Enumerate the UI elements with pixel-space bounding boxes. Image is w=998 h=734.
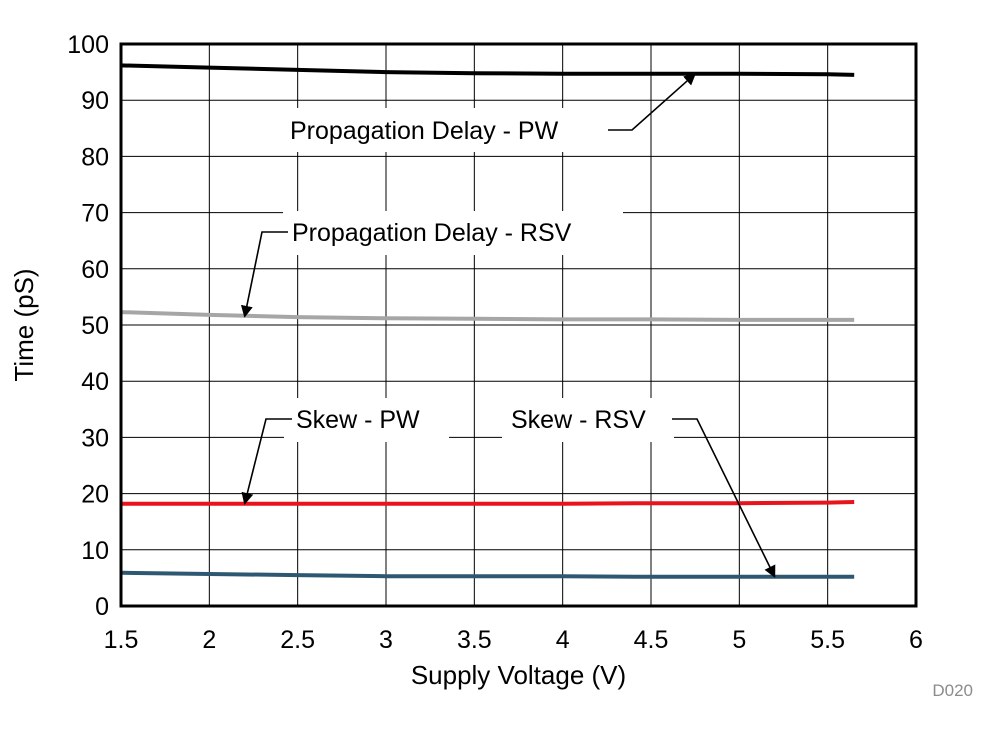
- y-tick-label: 60: [81, 256, 109, 284]
- series-line-skew-pw: [121, 500, 855, 506]
- annotation-background: [284, 398, 449, 442]
- x-tick-label: 5.5: [810, 626, 845, 654]
- y-axis-label: Time (pS): [9, 268, 39, 381]
- annotation-arrow: [672, 418, 776, 578]
- y-tick-label: 50: [81, 312, 109, 340]
- tick-labels: 1.5 2 2.5 3 3.5 4 4.5 5 5.5 601020304050607080901…: [67, 31, 923, 654]
- y-tick-label: 40: [81, 368, 109, 396]
- x-tick-label: 2.5: [280, 626, 315, 654]
- y-tick-label: 90: [81, 87, 109, 115]
- x-tick-label: 3.5: [457, 626, 492, 654]
- annotation-label: Skew - PW: [296, 406, 420, 434]
- plot-frame: [119, 42, 918, 608]
- annotations: Propagation Delay - PW Propagation Delay …: [240, 72, 776, 578]
- y-tick-label: 100: [67, 31, 109, 59]
- series-line-skew-rsv: [120, 570, 855, 579]
- x-tick-label: 1.5: [104, 626, 139, 654]
- series-line-propagation-delay-pw: [120, 63, 855, 77]
- y-tick-label: 30: [81, 424, 109, 452]
- x-tick-label: 3: [379, 626, 393, 654]
- annotation-arrow: [241, 418, 292, 505]
- annotation-label: Propagation Delay - RSV: [292, 219, 572, 247]
- x-tick-label: 4.5: [634, 626, 669, 654]
- annotation-label: Propagation Delay - PW: [290, 117, 559, 145]
- y-tick-label: 0: [95, 593, 109, 621]
- annotation-background: [282, 108, 607, 152]
- x-tick-label: 2: [202, 626, 216, 654]
- x-tick-label: 4: [556, 626, 570, 654]
- y-tick-label: 80: [81, 143, 109, 171]
- series-line-propagation-delay-rsv: [120, 310, 855, 322]
- x-axis-label: Supply Voltage (V): [411, 660, 626, 690]
- annotation-label: Skew - RSV: [511, 406, 646, 434]
- x-tick-label: 6: [909, 626, 923, 654]
- annotation-arrow: [240, 231, 288, 318]
- annotation-arrow: [608, 72, 697, 131]
- series-lines: [120, 63, 855, 579]
- x-tick-label: 5: [732, 626, 746, 654]
- y-tick-label: 10: [81, 537, 109, 565]
- y-tick-label: 20: [81, 481, 109, 509]
- annotation-background: [502, 398, 674, 442]
- figure-code: D020: [932, 681, 973, 700]
- annotation-background: [283, 211, 623, 255]
- y-tick-label: 70: [81, 200, 109, 228]
